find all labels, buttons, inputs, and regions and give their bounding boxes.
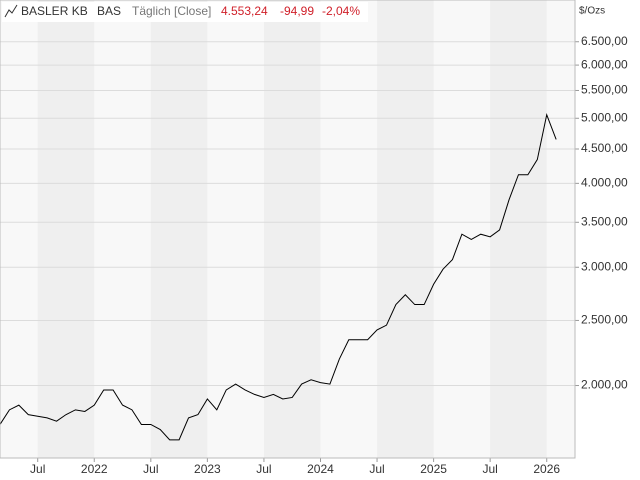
y-tick-label: 5.500,00 [581,83,628,97]
x-tick-label: Jul [256,462,271,476]
y-tick-label: 6.000,00 [581,57,628,71]
y-tick-label: 3.000,00 [581,259,628,273]
time-band [37,0,95,458]
x-tick-label: Jul [30,462,45,476]
y-tick-label: 3.500,00 [581,214,628,228]
x-tick-label: Jul [369,462,384,476]
x-tick-label: 2022 [81,462,108,476]
change-percent: -2,04% [322,4,360,18]
y-tick-label: 6.500,00 [581,34,628,48]
instrument-name: BASLER KB [21,4,88,18]
plot-frame [0,0,576,459]
line-icon [4,4,18,18]
time-band [150,0,208,458]
x-tick-label: Jul [143,462,158,476]
symbol: BAS [97,4,121,18]
time-band [490,0,547,458]
y-tick-label: 5.000,00 [581,110,628,124]
x-tick-label: 2025 [420,462,447,476]
change: -94,99 [280,4,314,18]
last-price: 4.553,24 [221,4,268,18]
header-background [2,2,368,22]
y-tick-label: 4.500,00 [581,141,628,155]
x-tick-label: 2026 [533,462,560,476]
x-tick-label: Jul [482,462,497,476]
y-tick-label: 2.500,00 [581,313,628,327]
y-tick-label: 4.000,00 [581,176,628,190]
x-tick-label: 2023 [194,462,221,476]
price-line [0,113,557,441]
y-tick-label: 2.000,00 [581,378,628,392]
time-band [377,0,434,458]
interval: Täglich [Close] [132,4,211,18]
time-band [263,0,321,458]
x-tick-label: 2024 [307,462,334,476]
unit-label: $/Ozs [579,6,605,17]
